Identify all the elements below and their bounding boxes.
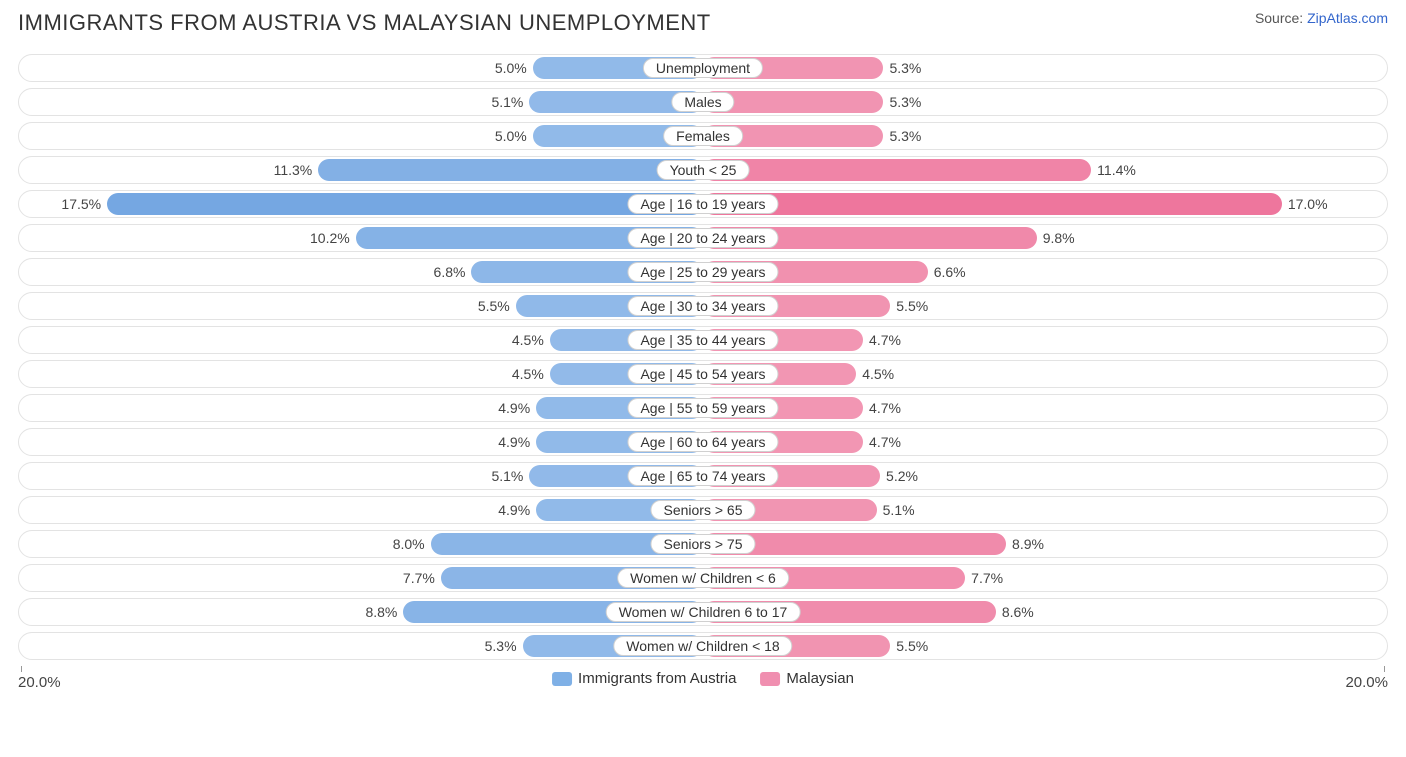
axis-tick-left <box>21 666 22 672</box>
left-value-label: 4.9% <box>498 434 530 450</box>
chart-row: 5.0% 5.3% Unemployment <box>18 54 1388 82</box>
swatch-left <box>552 672 572 686</box>
left-value-label: 6.8% <box>434 264 466 280</box>
chart-row: 5.5% 5.5% Age | 30 to 34 years <box>18 292 1388 320</box>
category-label: Age | 20 to 24 years <box>627 228 778 248</box>
right-value-label: 5.5% <box>896 298 928 314</box>
category-label: Women w/ Children < 18 <box>613 636 792 656</box>
left-value-label: 5.1% <box>491 468 523 484</box>
right-value-label: 5.3% <box>889 128 921 144</box>
chart-row: 5.3% 5.5% Women w/ Children < 18 <box>18 632 1388 660</box>
chart-row: 10.2% 9.8% Age | 20 to 24 years <box>18 224 1388 252</box>
right-value-label: 6.6% <box>934 264 966 280</box>
legend-item-left: Immigrants from Austria <box>552 670 736 687</box>
chart-row: 4.9% 5.1% Seniors > 65 <box>18 496 1388 524</box>
left-value-label: 11.3% <box>274 162 313 178</box>
category-label: Age | 16 to 19 years <box>627 194 778 214</box>
left-value-label: 5.0% <box>495 128 527 144</box>
legend-label-left: Immigrants from Austria <box>578 670 736 687</box>
chart-row: 6.8% 6.6% Age | 25 to 29 years <box>18 258 1388 286</box>
right-value-label: 8.9% <box>1012 536 1044 552</box>
category-label: Seniors > 75 <box>651 534 756 554</box>
left-value-label: 10.2% <box>310 230 350 246</box>
right-value-label: 4.5% <box>862 366 894 382</box>
chart-row: 11.3% 11.4% Youth < 25 <box>18 156 1388 184</box>
category-label: Age | 65 to 74 years <box>627 466 778 486</box>
category-label: Age | 25 to 29 years <box>627 262 778 282</box>
legend-item-right: Malaysian <box>760 670 854 687</box>
left-value-label: 5.5% <box>478 298 510 314</box>
chart-title: IMMIGRANTS FROM AUSTRIA VS MALAYSIAN UNE… <box>18 10 711 36</box>
chart-row: 5.1% 5.3% Males <box>18 88 1388 116</box>
category-label: Age | 35 to 44 years <box>627 330 778 350</box>
chart-row: 5.1% 5.2% Age | 65 to 74 years <box>18 462 1388 490</box>
category-label: Seniors > 65 <box>651 500 756 520</box>
right-value-label: 9.8% <box>1043 230 1075 246</box>
chart-row: 8.0% 8.9% Seniors > 75 <box>18 530 1388 558</box>
right-value-label: 11.4% <box>1097 162 1136 178</box>
chart-row: 5.0% 5.3% Females <box>18 122 1388 150</box>
right-value-label: 5.2% <box>886 468 918 484</box>
left-value-label: 4.9% <box>498 400 530 416</box>
left-value-label: 17.5% <box>61 196 101 212</box>
chart-row: 4.5% 4.5% Age | 45 to 54 years <box>18 360 1388 388</box>
right-bar <box>703 159 1091 181</box>
axis-max-right: 20.0% <box>1345 674 1388 691</box>
category-label: Age | 30 to 34 years <box>627 296 778 316</box>
right-value-label: 7.7% <box>971 570 1003 586</box>
chart-row: 8.8% 8.6% Women w/ Children 6 to 17 <box>18 598 1388 626</box>
left-value-label: 7.7% <box>403 570 435 586</box>
left-value-label: 8.8% <box>365 604 397 620</box>
category-label: Age | 45 to 54 years <box>627 364 778 384</box>
right-value-label: 5.1% <box>883 502 915 518</box>
left-value-label: 4.5% <box>512 332 544 348</box>
axis-area: 20.0% 20.0% Immigrants from Austria Mala… <box>18 666 1388 692</box>
category-label: Males <box>671 92 734 112</box>
chart-row: 4.5% 4.7% Age | 35 to 44 years <box>18 326 1388 354</box>
right-bar <box>703 193 1282 215</box>
right-value-label: 17.0% <box>1288 196 1328 212</box>
source: Source: ZipAtlas.com <box>1255 10 1388 26</box>
category-label: Women w/ Children 6 to 17 <box>606 602 801 622</box>
right-value-label: 5.3% <box>889 94 921 110</box>
category-label: Unemployment <box>643 58 763 78</box>
left-bar <box>107 193 703 215</box>
axis-tick-right <box>1384 666 1385 672</box>
left-value-label: 5.3% <box>485 638 517 654</box>
chart-row: 4.9% 4.7% Age | 60 to 64 years <box>18 428 1388 456</box>
category-label: Age | 60 to 64 years <box>627 432 778 452</box>
left-value-label: 4.9% <box>498 502 530 518</box>
category-label: Women w/ Children < 6 <box>617 568 789 588</box>
left-value-label: 5.0% <box>495 60 527 76</box>
chart-row: 7.7% 7.7% Women w/ Children < 6 <box>18 564 1388 592</box>
legend-label-right: Malaysian <box>786 670 854 687</box>
chart-row: 17.5% 17.0% Age | 16 to 19 years <box>18 190 1388 218</box>
category-label: Youth < 25 <box>657 160 750 180</box>
left-value-label: 5.1% <box>491 94 523 110</box>
axis-max-left: 20.0% <box>18 674 61 691</box>
legend: Immigrants from Austria Malaysian <box>552 670 854 687</box>
swatch-right <box>760 672 780 686</box>
right-value-label: 8.6% <box>1002 604 1034 620</box>
source-label: Source: <box>1255 10 1303 26</box>
diverging-bar-chart: 5.0% 5.3% Unemployment 5.1% 5.3% Males 5.0% 5.3… <box>18 54 1388 660</box>
category-label: Females <box>663 126 743 146</box>
right-value-label: 5.3% <box>889 60 921 76</box>
right-value-label: 4.7% <box>869 434 901 450</box>
right-value-label: 5.5% <box>896 638 928 654</box>
category-label: Age | 55 to 59 years <box>627 398 778 418</box>
header: IMMIGRANTS FROM AUSTRIA VS MALAYSIAN UNE… <box>18 10 1388 36</box>
left-bar <box>318 159 703 181</box>
right-value-label: 4.7% <box>869 332 901 348</box>
left-value-label: 4.5% <box>512 366 544 382</box>
source-link[interactable]: ZipAtlas.com <box>1307 10 1388 26</box>
right-value-label: 4.7% <box>869 400 901 416</box>
left-value-label: 8.0% <box>393 536 425 552</box>
chart-row: 4.9% 4.7% Age | 55 to 59 years <box>18 394 1388 422</box>
